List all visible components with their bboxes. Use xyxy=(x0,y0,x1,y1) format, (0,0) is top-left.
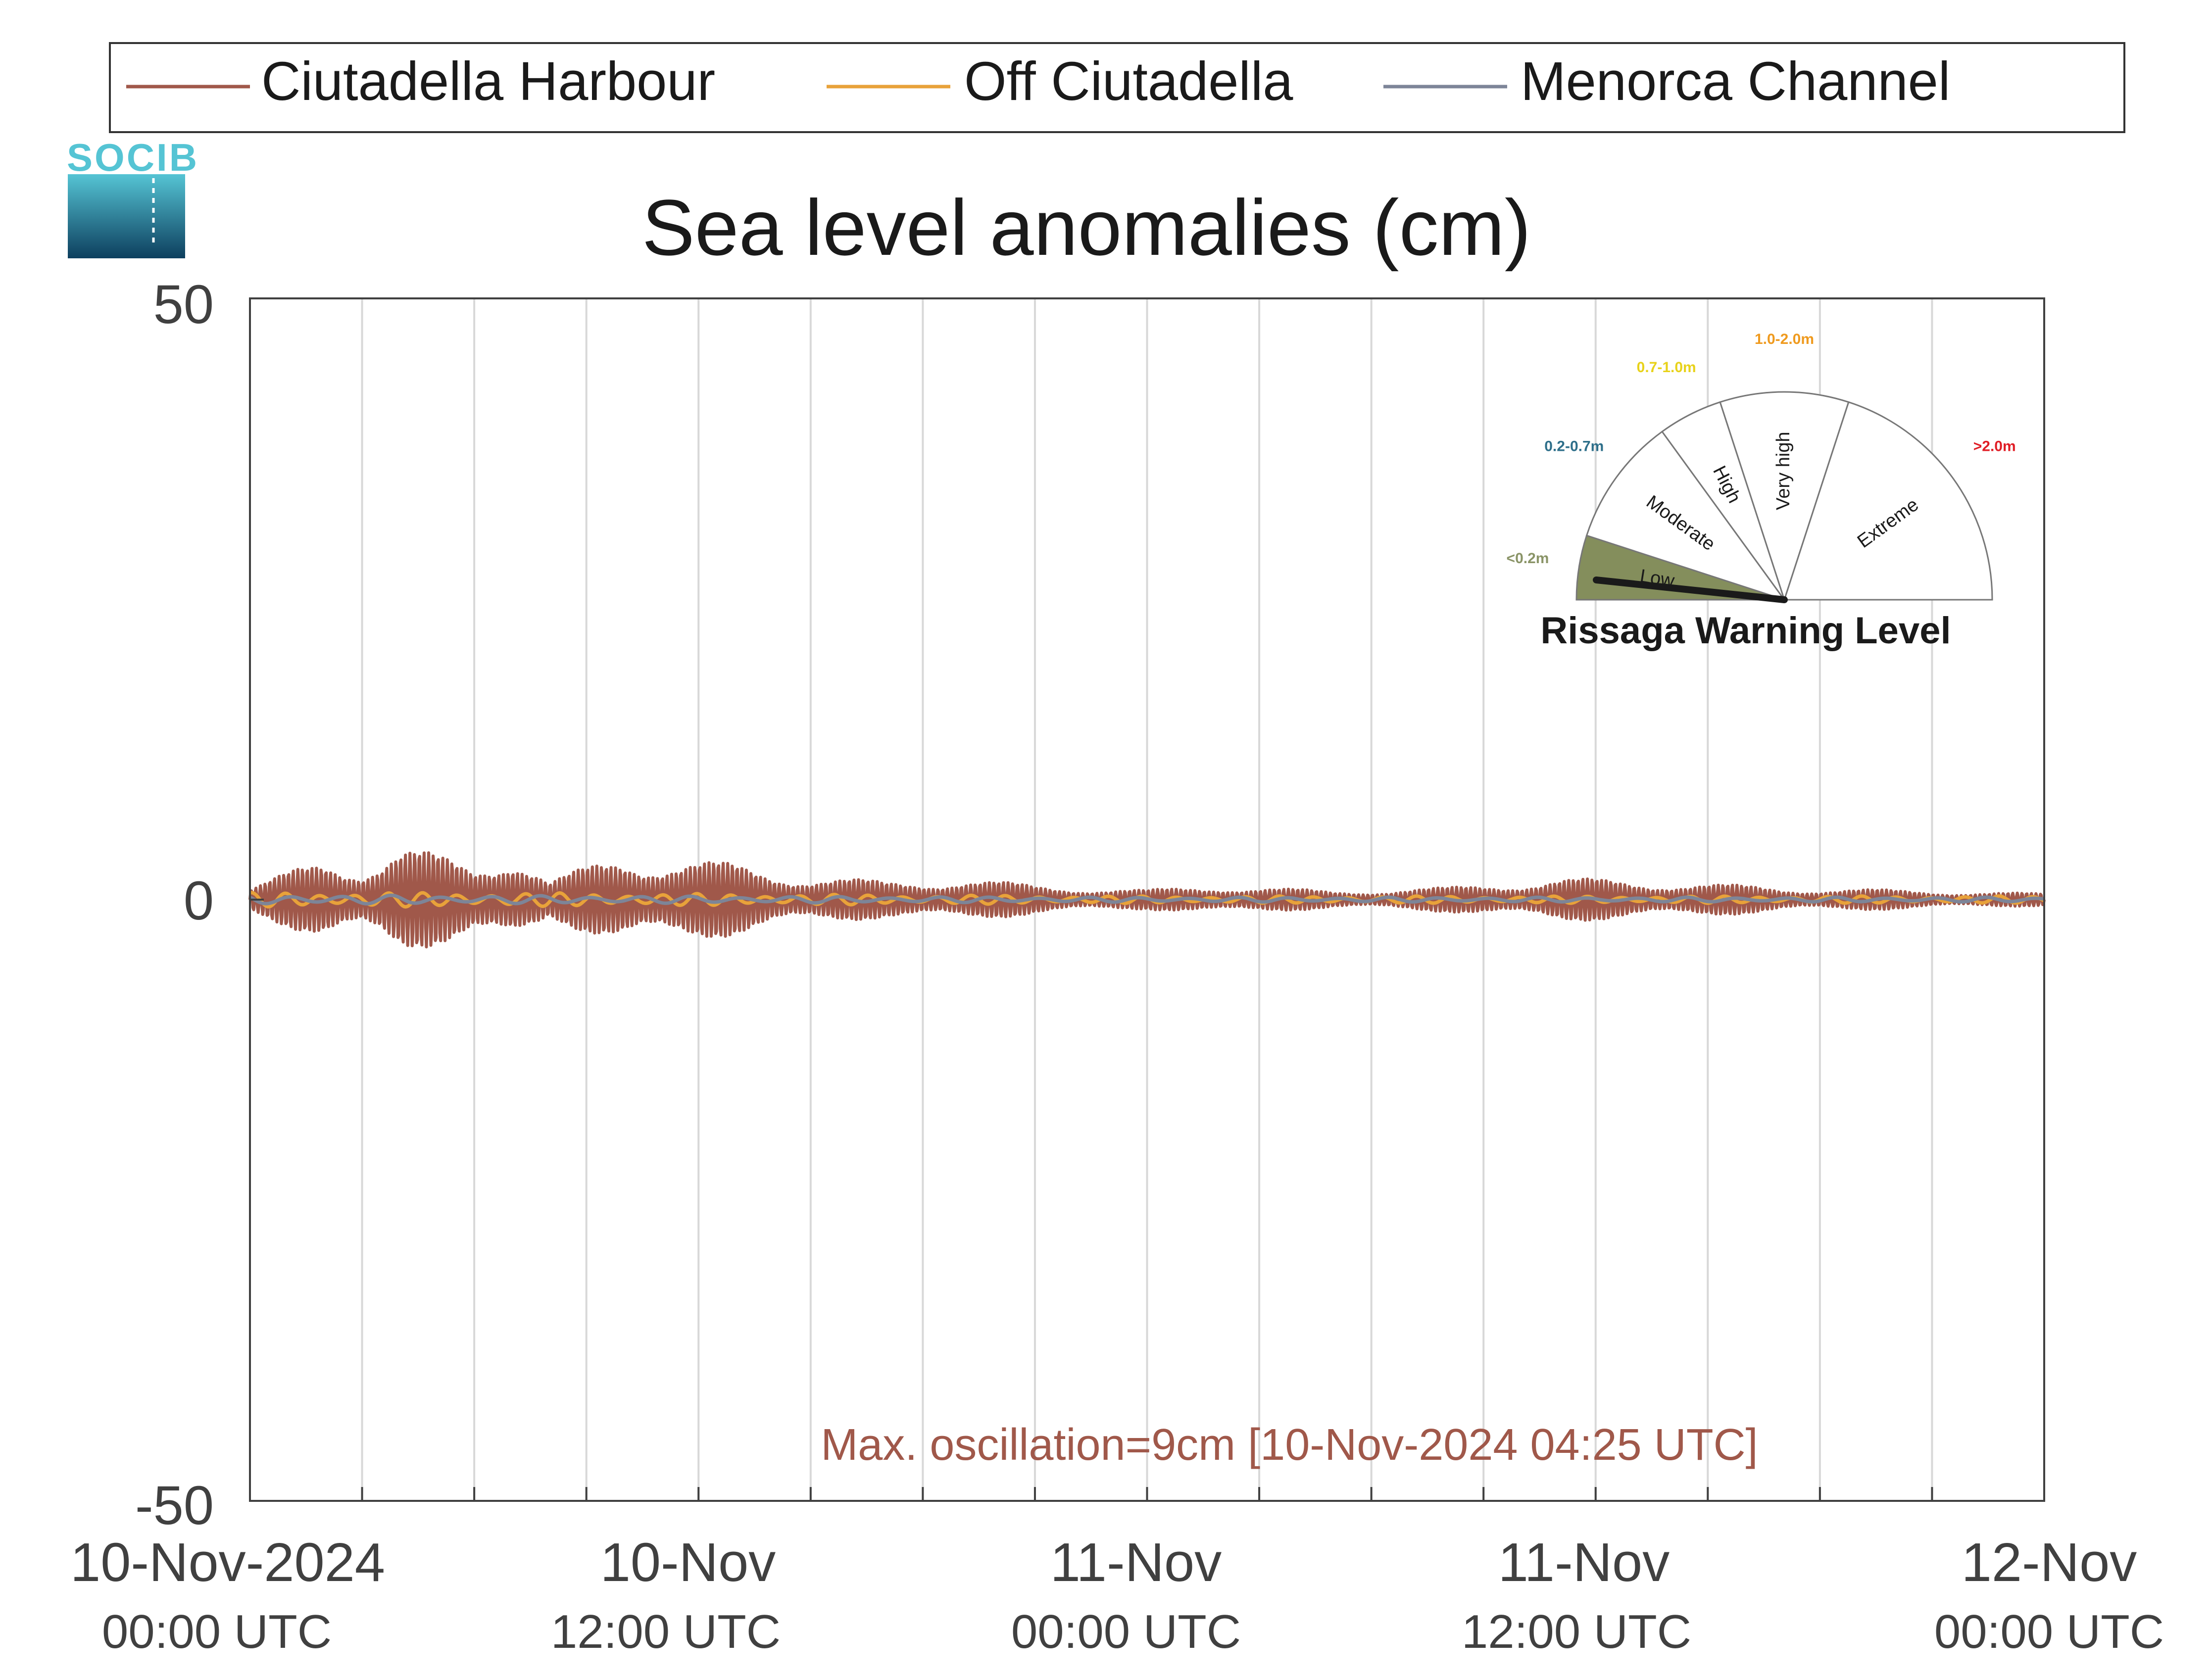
logo-text: SOCIB xyxy=(67,136,199,179)
logo-wave-icon xyxy=(68,174,185,258)
gauge-range-label: >2.0m xyxy=(1973,438,2016,454)
y-tick-label: 50 xyxy=(153,274,214,335)
x-tick-date: 11-Nov xyxy=(1498,1532,1670,1593)
axis-ticks xyxy=(249,297,2045,1502)
gauge-range-label: 0.7-1.0m xyxy=(1637,359,1696,376)
gauge-sector-label: Very high xyxy=(1773,432,1794,510)
legend-box xyxy=(109,42,2125,133)
gauge-title: Rissaga Warning Level xyxy=(1540,610,1951,652)
series-line-channel xyxy=(249,893,2045,906)
rissaga-warning-gauge: Low<0.2mModerate0.2-0.7mHigh0.7-1.0mVery… xyxy=(1507,331,2016,652)
y-tick-label: 0 xyxy=(184,870,214,931)
legend-label-harbour: Ciutadella Harbour xyxy=(261,51,715,112)
gauge-needle xyxy=(1593,576,1788,603)
gauge-sector xyxy=(1585,431,1786,601)
x-tick-time: 00:00 UTC xyxy=(1934,1605,2164,1658)
x-tick-time: 12:00 UTC xyxy=(1462,1605,1691,1658)
x-tick-date: 12-Nov xyxy=(1962,1532,2137,1593)
gauge-sector xyxy=(1719,391,1850,602)
series-lines xyxy=(248,851,2046,949)
gauge-range-label: <0.2m xyxy=(1507,550,1549,567)
y-tick-label: -50 xyxy=(135,1475,214,1536)
gauge-range-label: 0.2-0.7m xyxy=(1544,438,1604,454)
x-tick-date: 10-Nov xyxy=(600,1532,776,1593)
x-tick-date: 10-Nov-2024 xyxy=(70,1532,385,1593)
gauge-range-label: 1.0-2.0m xyxy=(1755,331,1814,347)
x-tick-time: 00:00 UTC xyxy=(1011,1605,1241,1658)
max-oscillation-annotation: Max. oscillation=9cm [10-Nov-2024 04:25 … xyxy=(821,1420,1758,1470)
chart-title: Sea level anomalies (cm) xyxy=(642,183,1531,272)
legend-label-channel: Menorca Channel xyxy=(1521,51,1950,112)
x-tick-time: 12:00 UTC xyxy=(551,1605,781,1658)
socib-logo: SOCIB xyxy=(67,136,199,258)
x-tick-date: 11-Nov xyxy=(1050,1532,1222,1593)
gauge-sector xyxy=(1783,401,1993,601)
legend: Ciutadella Harbour Off Ciutadella Menorc… xyxy=(109,42,2125,133)
gauge-sectors xyxy=(1575,391,1993,602)
x-tick-time: 00:00 UTC xyxy=(102,1605,332,1658)
legend-label-off: Off Ciutadella xyxy=(964,51,1293,112)
